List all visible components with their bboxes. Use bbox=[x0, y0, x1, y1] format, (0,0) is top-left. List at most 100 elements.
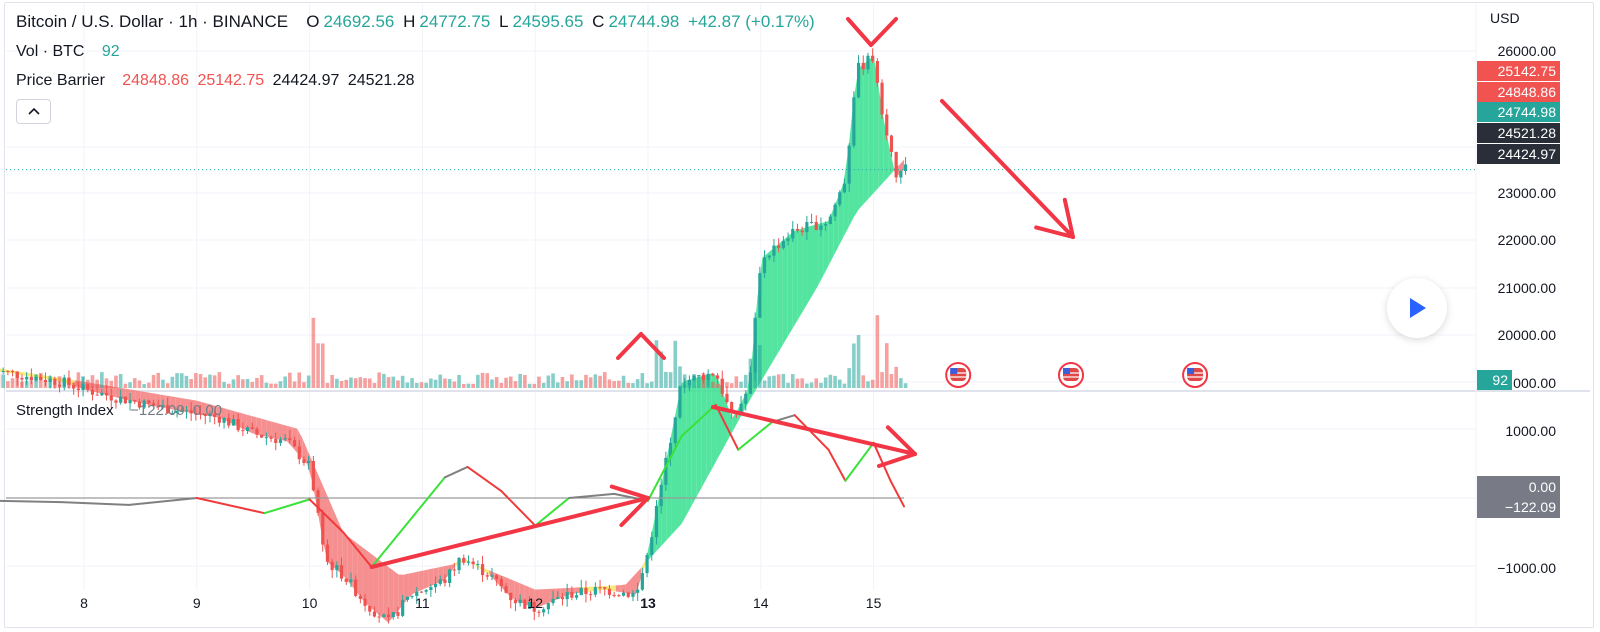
volume-bar bbox=[555, 382, 560, 388]
volume-bar bbox=[903, 383, 908, 388]
volume-bar bbox=[297, 372, 302, 388]
price-label-box bbox=[1477, 102, 1560, 122]
candle-body bbox=[711, 373, 715, 376]
strength-divergence-arrow-head bbox=[885, 425, 917, 456]
candle-body bbox=[354, 579, 358, 596]
volume-bar bbox=[288, 372, 292, 388]
price-barrier-band bbox=[620, 584, 626, 593]
price-barrier-band bbox=[686, 379, 692, 515]
price-barrier-band bbox=[544, 588, 551, 605]
candle-body bbox=[236, 419, 240, 431]
candle-body bbox=[668, 443, 673, 458]
strength-line bbox=[60, 501, 131, 506]
volume-bar bbox=[283, 376, 287, 388]
volume-bar bbox=[729, 383, 734, 388]
volume-bar bbox=[602, 372, 607, 388]
candle-body bbox=[104, 392, 109, 396]
candle-body bbox=[457, 557, 461, 571]
us-flag-canton bbox=[1063, 368, 1070, 374]
volume-bar bbox=[734, 376, 739, 388]
forecast-arrow bbox=[940, 99, 1075, 239]
volume-bar bbox=[541, 382, 546, 388]
volume-legend[interactable]: Vol · BTC 92 bbox=[16, 43, 124, 61]
candle-body bbox=[20, 378, 24, 380]
candle-body bbox=[222, 418, 226, 423]
volume-bar bbox=[335, 378, 339, 388]
symbol-title[interactable]: Bitcoin / U.S. Dollar · 1h · BINANCE bbox=[16, 12, 289, 31]
volume-bar bbox=[678, 366, 682, 388]
price-barrier-band bbox=[610, 585, 616, 592]
candle-body bbox=[231, 419, 236, 426]
candle-body bbox=[184, 410, 189, 412]
volume-bar bbox=[1, 374, 5, 388]
strength-line bbox=[568, 492, 616, 499]
candle-body bbox=[509, 592, 513, 601]
price-barrier-band bbox=[848, 100, 854, 228]
volume-bar bbox=[861, 375, 866, 388]
price-barrier-band bbox=[534, 589, 540, 609]
candle-body bbox=[631, 592, 635, 597]
candle-body bbox=[114, 400, 118, 403]
price-barrier-band bbox=[716, 375, 722, 460]
volume-bar bbox=[781, 373, 786, 388]
volume-bar bbox=[151, 374, 156, 388]
volume-bar bbox=[800, 378, 804, 388]
candle-body bbox=[292, 440, 297, 447]
collapse-legend-button[interactable] bbox=[16, 99, 51, 124]
candle-body bbox=[255, 428, 259, 435]
candle-body bbox=[885, 114, 889, 136]
candle-body bbox=[10, 370, 15, 372]
price-barrier-band bbox=[514, 581, 520, 603]
strength-index-legend[interactable]: Strength Index −122.09 0.00 bbox=[16, 402, 226, 419]
volume-bar bbox=[424, 382, 428, 388]
price-barrier-band bbox=[873, 56, 879, 193]
candle-body bbox=[546, 603, 550, 610]
price-barrier-band bbox=[863, 59, 869, 205]
candle-body bbox=[241, 430, 245, 432]
volume-bar bbox=[118, 374, 123, 388]
price-label: 25142.75 bbox=[1498, 63, 1557, 79]
candle-body bbox=[227, 418, 231, 426]
candle-body bbox=[523, 599, 527, 609]
candle-body bbox=[598, 587, 602, 589]
volume-bar bbox=[419, 382, 424, 388]
time-axis-tick: 11 bbox=[415, 595, 430, 611]
candle-body bbox=[542, 609, 546, 613]
volume-bar bbox=[889, 374, 894, 388]
price-barrier-band bbox=[413, 571, 419, 594]
candle-body bbox=[410, 595, 414, 597]
volume-bar bbox=[725, 382, 729, 388]
candle-body bbox=[260, 434, 264, 438]
candle-body bbox=[471, 561, 475, 565]
candle-body bbox=[626, 592, 630, 597]
candle-body bbox=[180, 410, 184, 412]
candle-body bbox=[466, 561, 471, 563]
price-barrier-band bbox=[813, 224, 819, 295]
price-label: 24744.98 bbox=[1498, 104, 1557, 120]
play-button[interactable] bbox=[1387, 278, 1447, 338]
candle-body bbox=[302, 459, 306, 463]
volume-bar bbox=[490, 379, 494, 388]
strength-line bbox=[714, 403, 740, 451]
price-barrier-band bbox=[367, 551, 374, 610]
price-barrier-band bbox=[868, 56, 874, 199]
price-barrier-band bbox=[185, 398, 191, 413]
strength-divergence-arrow-head bbox=[876, 452, 917, 469]
volume-bar bbox=[212, 375, 217, 388]
candle-body bbox=[119, 396, 123, 403]
volume-bar bbox=[325, 382, 330, 388]
volume-bar bbox=[828, 374, 833, 388]
price-barrier-legend[interactable]: Price Barrier 24848.86 25142.75 24424.97… bbox=[16, 72, 419, 90]
volume-bar bbox=[461, 383, 466, 388]
candle-body bbox=[617, 595, 621, 597]
price-barrier-band bbox=[393, 570, 399, 617]
candle-body bbox=[518, 599, 522, 604]
candle-body bbox=[142, 400, 146, 408]
candle-body bbox=[95, 394, 99, 396]
volume-bar bbox=[184, 375, 189, 388]
price-barrier-band bbox=[772, 244, 778, 363]
volume-bar bbox=[10, 378, 15, 388]
open-value: 24692.56 bbox=[323, 12, 395, 31]
volume-bar bbox=[62, 378, 67, 388]
